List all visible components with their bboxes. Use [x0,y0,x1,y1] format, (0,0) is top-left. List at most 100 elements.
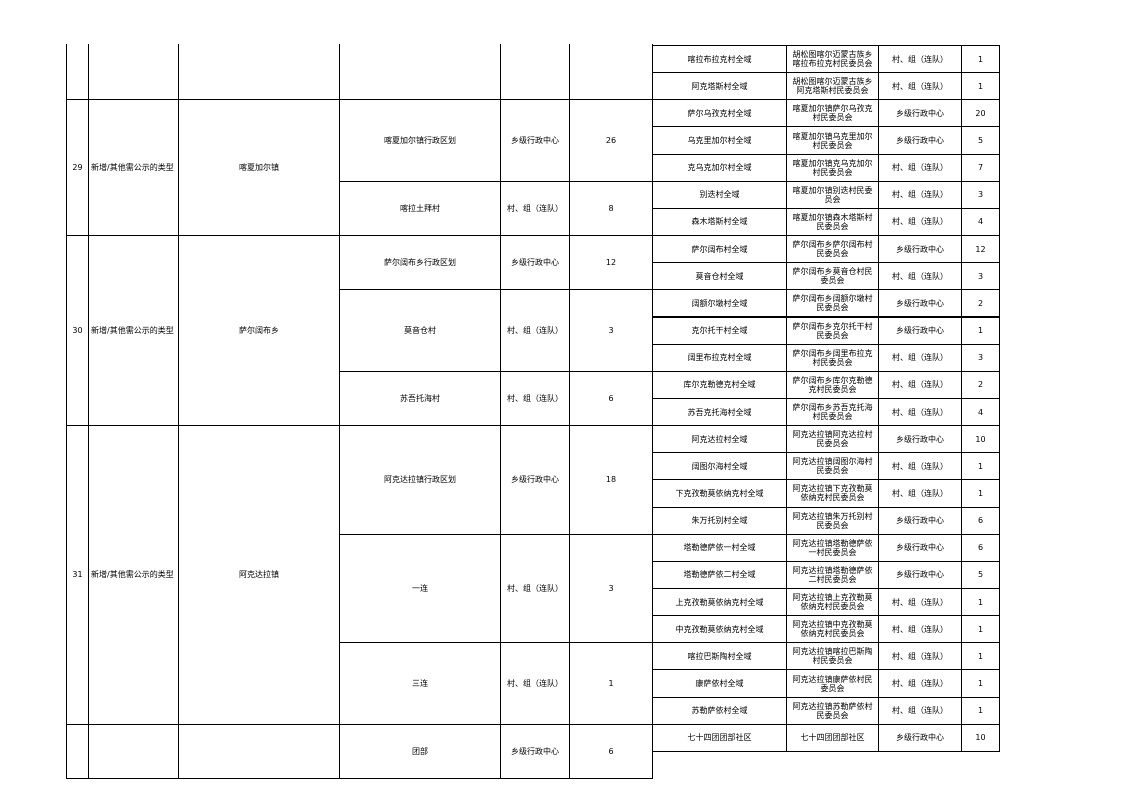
place-level: 乡级行政中心 [878,425,962,454]
place-name: 乌克里加尔村全域 [652,126,787,155]
place-name: 苏勒萨依村全域 [652,696,787,725]
place-level: 乡级行政中心 [878,126,962,155]
committee: 喀夏加尔镇森木塔斯村民委员会 [786,207,879,237]
area-level: 村、组（连队） [500,180,570,237]
area-level: 村、组（连队） [500,370,570,427]
area-level: 村、组（连队） [500,642,570,725]
place-level: 村、组（连队） [878,615,962,644]
blank-cell [339,44,501,101]
area: 苏吾托海村 [339,370,501,427]
area-count: 18 [569,425,653,535]
committee: 喀夏加尔镇别迭村民委员会 [786,180,879,209]
committee: 阿克达拉镇苏勒萨依村民委员会 [786,696,879,725]
place-name: 七十四团团部社区 [652,723,787,752]
place-level: 村、组（连队） [878,343,962,372]
place-name: 上克孜勒莫依纳克村全域 [652,588,787,617]
place-level: 村、组（连队） [878,479,962,508]
committee: 阿克达拉镇中克孜勒莫依纳克村民委员会 [786,615,879,644]
committee: 萨尔阔布乡莫音仓村民委员会 [786,262,879,291]
place-level: 村、组（连队） [878,452,962,481]
place-name: 库尔克勒德克村全域 [652,370,787,399]
place-count: 20 [961,99,1000,128]
committee: 萨尔阔布乡阔里布拉克村民委员会 [786,343,879,372]
place-count: 5 [961,560,1000,589]
place-count: 4 [961,207,1000,237]
place-name: 克乌克加尔村全域 [652,153,787,182]
committee: 喀夏加尔镇乌克里加尔村民委员会 [786,126,879,155]
area-count: 8 [569,180,653,237]
place-count: 1 [961,452,1000,481]
place-count: 1 [961,316,1000,345]
place-level: 乡级行政中心 [878,289,962,318]
blank-cell [500,44,570,101]
place-name: 阔图尔海村全域 [652,452,787,481]
place-name: 阔额尔墩村全域 [652,289,787,318]
row-number: 29 [66,99,89,237]
place-level: 村、组（连队） [878,696,962,725]
place-name: 喀拉布拉克村全域 [652,45,787,74]
type: 新增/其他需公示的类型 [88,99,179,237]
place-count: 2 [961,370,1000,399]
committee: 胡松图喀尔迈蒙古族乡阿克塔斯村民委员会 [786,72,879,101]
place-name: 克尔托干村全域 [652,316,787,345]
place-count: 6 [961,506,1000,535]
blank-cell [66,44,89,101]
place-count: 7 [961,153,1000,182]
blank-cell [178,44,340,101]
place-count: 1 [961,479,1000,508]
area-count: 3 [569,289,653,372]
place-name: 苏吾克托海村全域 [652,397,787,427]
place-level: 村、组（连队） [878,45,962,74]
place-name: 阿克塔斯村全域 [652,72,787,101]
place-count: 4 [961,397,1000,427]
blank-cell [88,44,179,101]
place-level: 乡级行政中心 [878,560,962,589]
area-level: 乡级行政中心 [500,99,570,182]
place-name: 别迭村全域 [652,180,787,209]
place-count: 10 [961,425,1000,454]
area-count: 26 [569,99,653,182]
town: 阿克达拉镇 [178,425,340,725]
committee: 喀夏加尔镇萨尔乌孜克村民委员会 [786,99,879,128]
place-name: 喀拉巴斯陶村全域 [652,642,787,671]
place-level: 村、组（连队） [878,669,962,698]
area-count: 3 [569,533,653,644]
place-level: 村、组（连队） [878,397,962,427]
area: 一连 [339,533,501,644]
place-count: 2 [961,289,1000,318]
area-level: 村、组（连队） [500,289,570,372]
blank-cell [569,44,653,101]
place-level: 村、组（连队） [878,262,962,291]
place-count: 3 [961,180,1000,209]
place-count: 3 [961,262,1000,291]
place-name: 萨尔乌孜克村全域 [652,99,787,128]
area-level: 村、组（连队） [500,533,570,644]
row-number: 30 [66,235,89,427]
committee: 阿克达拉镇阿克达拉村民委员会 [786,425,879,454]
committee: 喀夏加尔镇克乌克加尔村民委员会 [786,153,879,182]
committee: 阿克达拉镇塔勒德萨依一村民委员会 [786,533,879,562]
area-count: 6 [569,723,653,780]
committee: 萨尔阔布乡库尔克勒德克村民委员会 [786,370,879,399]
area-level: 乡级行政中心 [500,425,570,535]
area: 三连 [339,642,501,725]
place-name: 阔里布拉克村全域 [652,343,787,372]
row-number [66,723,89,780]
committee: 阿克达拉镇塔勒德萨依二村民委员会 [786,560,879,589]
committee: 阿克达拉镇上克孜勒莫依纳克村民委员会 [786,588,879,617]
place-name: 下克孜勒莫依纳克村全域 [652,479,787,508]
place-count: 5 [961,126,1000,155]
place-level: 村、组（连队） [878,207,962,237]
area: 喀夏加尔镇行政区划 [339,99,501,182]
area-level: 乡级行政中心 [500,235,570,291]
place-count: 1 [961,696,1000,725]
place-count: 3 [961,343,1000,372]
place-count: 12 [961,235,1000,264]
place-name: 塔勒德萨依一村全域 [652,533,787,562]
place-level: 乡级行政中心 [878,533,962,562]
area: 萨尔阔布乡行政区划 [339,235,501,291]
committee: 萨尔阔布乡阔额尔墩村民委员会 [786,289,879,318]
place-level: 村、组（连队） [878,180,962,209]
place-count: 6 [961,533,1000,562]
